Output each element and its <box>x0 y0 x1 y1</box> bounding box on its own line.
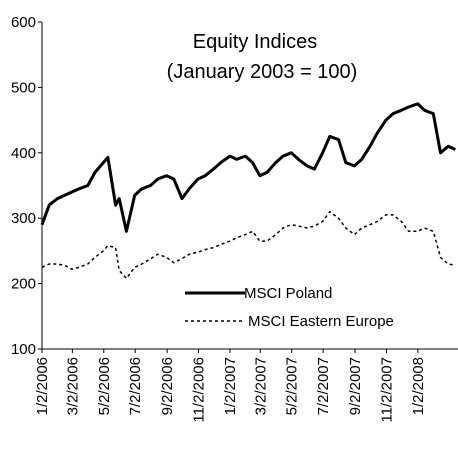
x-tick-label: 7/2/2007 <box>315 357 332 415</box>
line-0 <box>40 102 457 233</box>
x-tick-label: 9/2/2006 <box>159 357 176 415</box>
x-tick-label: 7/2/2006 <box>127 357 144 415</box>
x-tick-label: 3/2/2006 <box>64 357 81 415</box>
legend-label: MSCI Poland <box>244 285 332 302</box>
y-tick-label: 100 <box>11 341 36 358</box>
y-tick-label: 600 <box>11 14 36 31</box>
x-tick-label: 5/2/2006 <box>96 357 113 415</box>
x-tick-label: 3/2/2007 <box>252 357 269 415</box>
x-tick-label: 9/2/2007 <box>347 357 364 415</box>
line-1 <box>41 210 456 280</box>
x-tick-label: 1/2/2007 <box>222 357 239 415</box>
x-tick-label: 1/2/2006 <box>34 357 51 415</box>
x-tick-label: 1/2/2008 <box>410 357 427 415</box>
y-tick-label: 400 <box>11 145 36 162</box>
chart-title: Equity Indices <box>193 31 318 53</box>
y-tick-label: 500 <box>11 79 36 96</box>
y-tick-label: 300 <box>11 210 36 227</box>
x-tick-label: 11/2/2006 <box>191 357 208 423</box>
legend-label: MSCI Eastern Europe <box>248 313 394 330</box>
x-tick-label: 11/2/2007 <box>378 357 395 423</box>
y-tick-label: 200 <box>11 276 36 293</box>
chart-subtitle: (January 2003 = 100) <box>167 61 358 83</box>
x-tick-label: 5/2/2007 <box>284 357 301 415</box>
